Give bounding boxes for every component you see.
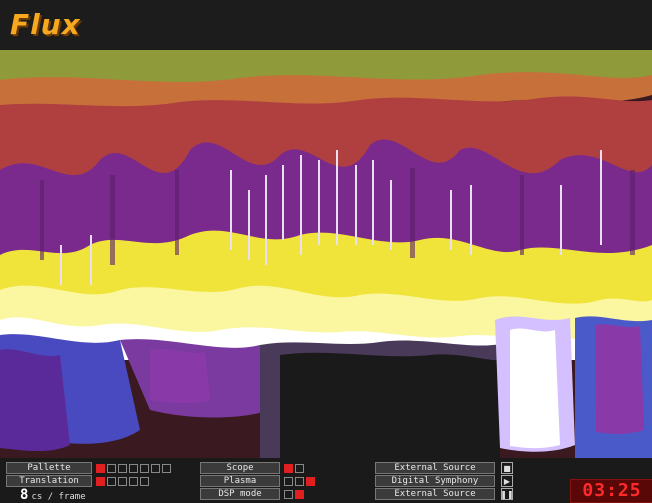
digital-symphony-button[interactable]: Digital Symphony [375, 475, 495, 487]
palette-button[interactable]: Pallette [6, 462, 92, 474]
palette-toggle-7[interactable] [162, 463, 171, 473]
translation-button[interactable]: Translation [6, 475, 92, 487]
plasma-toggle-3[interactable] [306, 476, 315, 486]
title-bar: Flux [0, 0, 652, 50]
source-row-3: External Source ❚❚ [375, 488, 514, 500]
timer-display: 03:25 [570, 479, 652, 503]
palette-toggle-6[interactable] [151, 463, 160, 473]
translation-toggle-2[interactable] [107, 476, 116, 486]
palette-toggle-1[interactable] [96, 463, 105, 473]
frame-rate-unit: cs / frame [31, 492, 86, 502]
translation-toggles [96, 476, 151, 486]
palette-toggle-4[interactable] [129, 463, 138, 473]
scope-button[interactable]: Scope [200, 462, 280, 474]
frame-rate-readout: 8 cs / frame [20, 487, 86, 503]
stop-icon[interactable]: ■ [501, 462, 513, 474]
dsp-mode-button[interactable]: DSP mode [200, 488, 280, 500]
source-row-2: Digital Symphony ▶ [375, 475, 513, 487]
palette-group: Pallette Translation [6, 462, 173, 488]
plasma-toggle-1[interactable] [284, 476, 293, 486]
dsp-toggle-1[interactable] [284, 489, 293, 499]
source-row-1: External Source ■ [375, 462, 513, 474]
visualizer-canvas [0, 50, 652, 458]
palette-row: Pallette [6, 462, 173, 474]
translation-toggle-3[interactable] [118, 476, 127, 486]
scope-toggle-1[interactable] [284, 463, 293, 473]
translation-toggle-5[interactable] [140, 476, 149, 486]
control-panel: Pallette Translation 8 cs / frame [0, 458, 652, 503]
translation-row: Translation [6, 475, 173, 487]
source-group: External Source ■ Digital Symphony ▶ Ext… [375, 462, 514, 501]
dsp-toggles [284, 489, 306, 499]
palette-toggles [96, 463, 173, 473]
play-icon[interactable]: ▶ [501, 475, 513, 487]
dsp-row: DSP mode [200, 488, 317, 500]
plasma-row: Plasma [200, 475, 317, 487]
external-source-button[interactable]: External Source [375, 462, 495, 474]
scope-row: Scope [200, 462, 317, 474]
palette-toggle-5[interactable] [140, 463, 149, 473]
dsp-toggle-2[interactable] [295, 489, 304, 499]
plasma-button[interactable]: Plasma [200, 475, 280, 487]
app-title: Flux [10, 8, 81, 41]
pause-icon[interactable]: ❚❚ [500, 488, 514, 500]
scope-toggle-2[interactable] [295, 463, 304, 473]
mode-group: Scope Plasma DSP mode [200, 462, 317, 501]
plasma-toggle-2[interactable] [295, 476, 304, 486]
visualization-display [0, 50, 652, 458]
plasma-toggles [284, 476, 317, 486]
frame-rate-value: 8 [20, 487, 29, 503]
palette-toggle-3[interactable] [118, 463, 127, 473]
scope-toggles [284, 463, 306, 473]
palette-toggle-2[interactable] [107, 463, 116, 473]
translation-toggle-1[interactable] [96, 476, 105, 486]
external-source-2-button[interactable]: External Source [375, 488, 495, 500]
translation-toggle-4[interactable] [129, 476, 138, 486]
